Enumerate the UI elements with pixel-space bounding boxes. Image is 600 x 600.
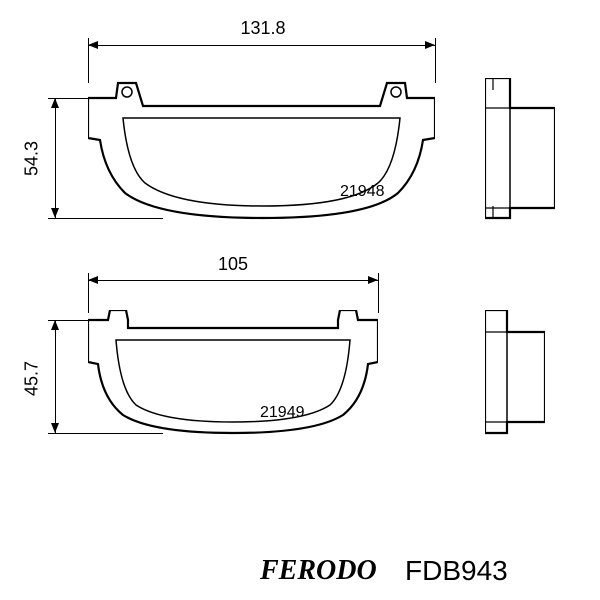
pad2-width-value: 105 — [213, 254, 253, 275]
part-number-label: FDB943 — [405, 555, 508, 587]
pad2-front-outline — [88, 310, 378, 436]
pad2-label: 21949 — [260, 404, 305, 422]
pad2-side-outline — [485, 310, 545, 436]
pad1-side-outline — [485, 78, 555, 221]
brand-label: FERODO — [260, 555, 377, 587]
pad1-width-value: 131.8 — [238, 18, 288, 39]
pad2-height-value: 45.7 — [22, 357, 43, 401]
technical-diagram: 131.8 54.3 21948 105 45.7 21949 FERODO F… — [0, 0, 600, 600]
pad1-label: 21948 — [340, 183, 385, 201]
pad1-height-value: 54.3 — [22, 137, 43, 181]
